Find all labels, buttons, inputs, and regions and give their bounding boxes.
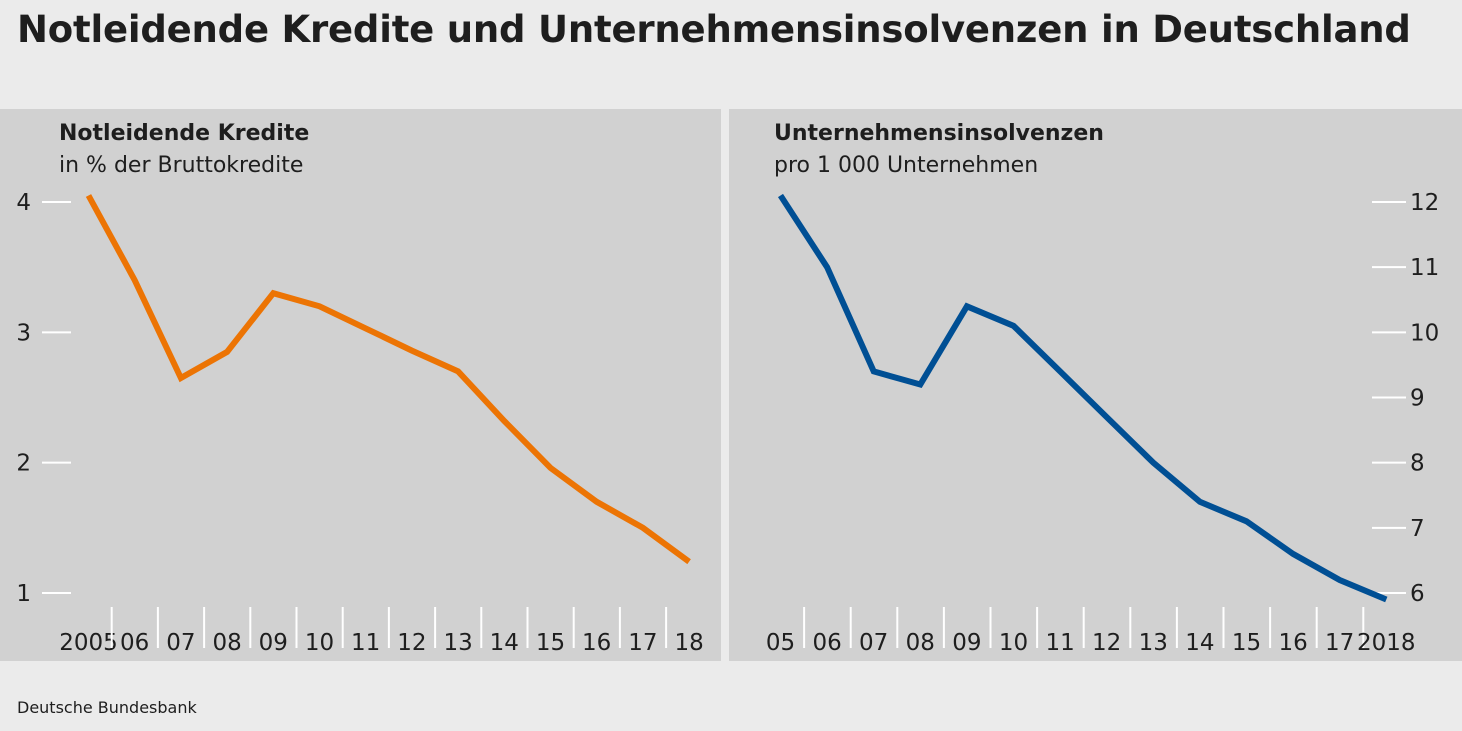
right-x-tick-label: 07	[859, 630, 888, 656]
right-y-tick-label: 7	[1410, 516, 1425, 542]
source-note: Deutsche Bundesbank	[17, 698, 197, 717]
right-x-tick-label: 11	[1045, 630, 1074, 656]
left-x-tick-label: 09	[259, 630, 288, 656]
right-x-tick-label: 15	[1232, 630, 1261, 656]
left-y-tick-label: 1	[16, 581, 31, 607]
left-x-tick-label: 06	[120, 630, 149, 656]
right-x-tick-label: 10	[999, 630, 1028, 656]
right-x-tick-label: 08	[906, 630, 935, 656]
left-chart-subtitle: in % der Bruttokredite	[59, 153, 303, 178]
right-panel-background	[729, 109, 1462, 661]
left-x-tick-label: 17	[628, 630, 657, 656]
left-x-tick-label: 15	[536, 630, 565, 656]
left-x-tick-label: 08	[212, 630, 241, 656]
left-chart-title: Notleidende Kredite	[59, 121, 309, 146]
right-series-line	[777, 193, 1388, 603]
left-x-tick-label: 07	[166, 630, 195, 656]
right-y-tick-label: 11	[1410, 255, 1439, 281]
left-x-tick-label: 16	[582, 630, 611, 656]
right-y-tick-label: 6	[1410, 581, 1425, 607]
left-series-line	[85, 194, 691, 565]
left-x-tick-label: 13	[443, 630, 472, 656]
right-x-tick-label: 16	[1278, 630, 1307, 656]
left-x-tick-label: 14	[490, 630, 519, 656]
left-x-tick-label: 12	[397, 630, 426, 656]
right-chart: Unternehmensinsolvenzen pro 1 000 Untern…	[766, 121, 1439, 656]
right-x-tick-label: 17	[1325, 630, 1354, 656]
left-x-tick-label: 11	[351, 630, 380, 656]
right-x-tick-label: 2018	[1357, 630, 1416, 656]
right-x-tick-label: 05	[766, 630, 795, 656]
left-chart: Notleidende Kredite in % der Bruttokredi…	[16, 121, 703, 656]
right-y-tick-label: 9	[1410, 386, 1425, 412]
right-y-tick-label: 10	[1410, 320, 1439, 346]
page-title: Notleidende Kredite und Unternehmensinso…	[17, 8, 1411, 51]
right-x-tick-label: 14	[1185, 630, 1214, 656]
right-chart-subtitle: pro 1 000 Unternehmen	[774, 153, 1038, 178]
right-x-tick-label: 06	[812, 630, 841, 656]
left-y-tick-label: 3	[16, 320, 31, 346]
right-x-tick-label: 09	[952, 630, 981, 656]
left-y-tick-label: 2	[16, 451, 31, 477]
left-x-tick-label: 10	[305, 630, 334, 656]
left-y-tick-label: 4	[16, 190, 31, 216]
left-x-tick-label: 2005	[59, 630, 118, 656]
right-x-tick-label: 13	[1139, 630, 1168, 656]
right-x-tick-label: 12	[1092, 630, 1121, 656]
right-y-tick-label: 8	[1410, 451, 1425, 477]
left-x-tick-label: 18	[674, 630, 703, 656]
right-chart-title: Unternehmensinsolvenzen	[774, 121, 1104, 146]
right-y-tick-label: 12	[1410, 190, 1439, 216]
left-panel-background	[0, 109, 721, 661]
